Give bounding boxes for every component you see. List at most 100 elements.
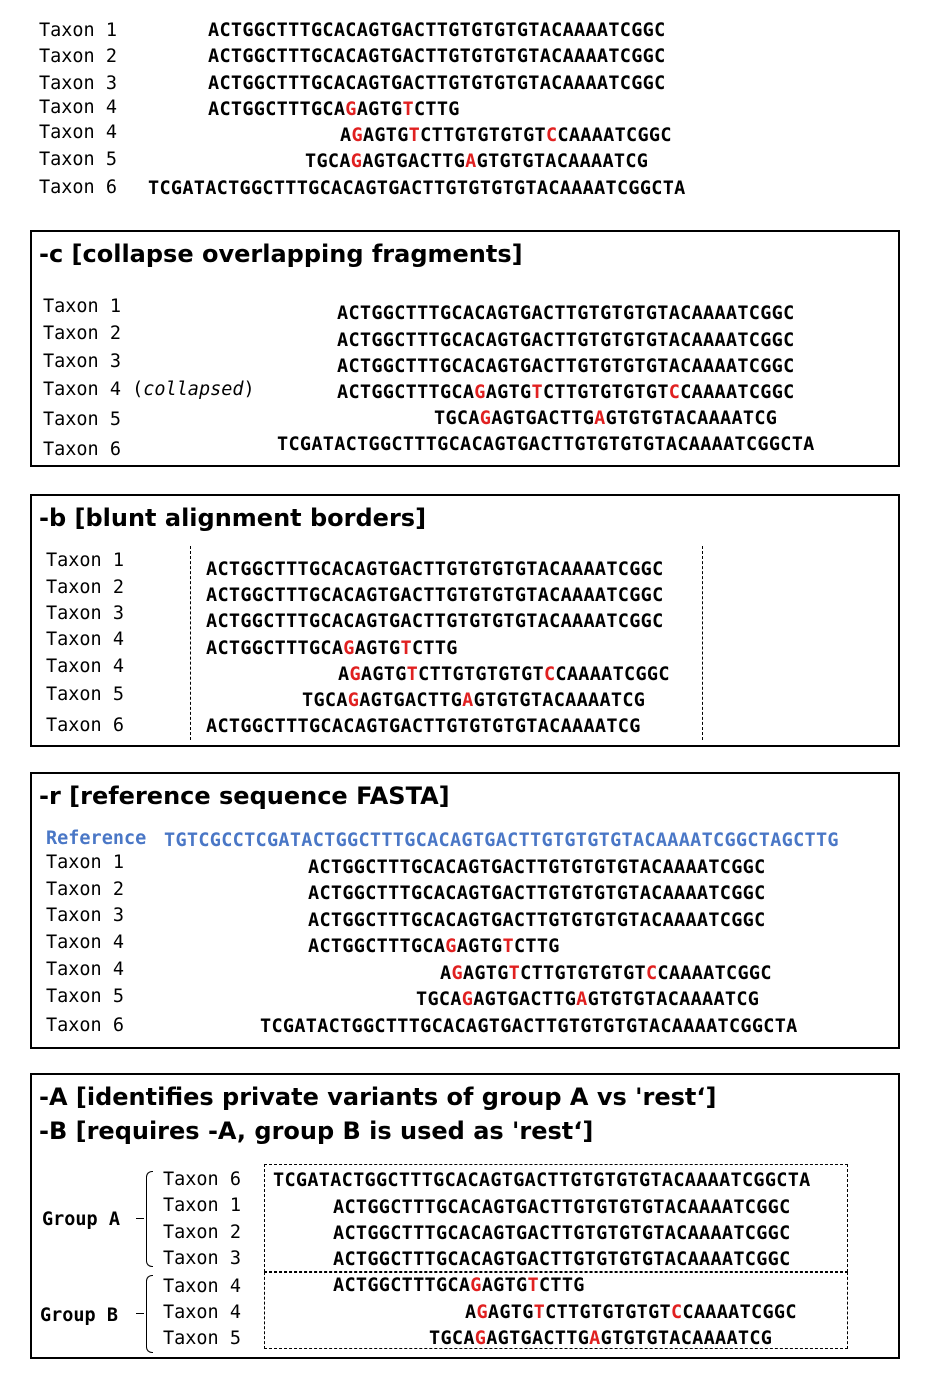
taxon-label: Taxon 4 bbox=[39, 122, 117, 143]
sequence-segment: ACTGGCTTTGCACAGTGACTTGTGTGTGTACAAAATCGGC bbox=[333, 1223, 791, 1244]
sequence-segment: CTTGTGTGTGT bbox=[542, 382, 669, 403]
sequence-segment: AGTG bbox=[485, 382, 532, 403]
sequence-segment: ACTGGCTTTGCA bbox=[337, 382, 475, 403]
panel-groups: -A [identifies private variants of group… bbox=[30, 1073, 900, 1359]
taxon-label: Taxon 2 bbox=[39, 46, 117, 67]
sequence-segment: ACTGGCTTTGCACAGTGACTTGTGTGTGTACAAAATCGGC bbox=[337, 303, 795, 324]
taxon-label: Taxon 5 bbox=[43, 409, 121, 430]
collapsed-note: collapsed bbox=[143, 379, 244, 400]
sequence-segment: AGTG bbox=[456, 936, 503, 957]
sequence-segment: AGTGACTTG bbox=[491, 408, 595, 429]
sequence-segment: ACTGGCTTTGCACAGTGACTTGTGTGTGTACAAAATCGGC bbox=[333, 1249, 791, 1270]
sequence: TCGATACTGGCTTTGCACAGTGACTTGTGTGTGTACAAAA… bbox=[148, 178, 686, 199]
sequence-segment: CTTGTGTGTGT bbox=[418, 664, 544, 685]
variant-base: C bbox=[545, 125, 558, 146]
sequence-segment: TCGATACTGGCTTTGCACAGTGACTTGTGTGTGTACAAAA… bbox=[273, 1170, 811, 1191]
taxon-label: Taxon 6 bbox=[163, 1169, 241, 1190]
sequence-segment: AGTG bbox=[481, 1275, 528, 1296]
sequence-segment: TCGATACTGGCTTTGCACAGTGACTTGTGTGTGTACAAAA… bbox=[277, 434, 815, 455]
taxon-label: Taxon 6 bbox=[46, 715, 124, 736]
sequence-segment: AGTG bbox=[356, 99, 403, 120]
sequence: ACTGGCTTTGCACAGTGACTTGTGTGTGTACAAAATCGGC bbox=[208, 20, 666, 41]
taxon-label: Taxon 5 bbox=[46, 986, 124, 1007]
sequence-segment: TGCA bbox=[434, 408, 480, 429]
taxon-label: Taxon 1 bbox=[39, 20, 117, 41]
sequence-segment: ACTGGCTTTGCACAGTGACTTGTGTGTGTACAAAATCGGC bbox=[337, 356, 795, 377]
sequence: TGCAGAGTGACTTGAGTGTGTACAAAATCG bbox=[434, 408, 777, 429]
sequence-segment: AGTGACTTG bbox=[486, 1328, 590, 1349]
sequence-segment: AGTG bbox=[362, 125, 409, 146]
sequence: ACTGGCTTTGCACAGTGACTTGTGTGTGTACAAAATCGGC bbox=[206, 611, 664, 632]
variant-base: A bbox=[462, 690, 474, 711]
sequence-segment: AGTGACTTG bbox=[473, 989, 577, 1010]
sequence: TGCAGAGTGACTTGAGTGTGTACAAAATCG bbox=[302, 690, 645, 711]
sequence: ACTGGCTTTGCACAGTGACTTGTGTGTGTACAAAATCGGC bbox=[308, 910, 766, 931]
variant-base: A bbox=[465, 151, 477, 172]
sequence: AGAGTGTCTTGTGTGTGTCCAAAATCGGC bbox=[465, 1302, 797, 1323]
taxon-label: Taxon 1 bbox=[46, 550, 124, 571]
sequence: AGAGTGTCTTGTGTGTGTCCAAAATCGGC bbox=[440, 963, 772, 984]
taxon-label: Taxon 1 bbox=[46, 852, 124, 873]
sequence-segment: ACTGGCTTTGCACAGTGACTTGTGTGTGTACAAAATCG bbox=[206, 716, 641, 737]
sequence-segment: CTTGTGTGTGT bbox=[520, 963, 646, 984]
sequence-segment: TGCA bbox=[429, 1328, 475, 1349]
reference-label: Reference bbox=[46, 828, 147, 849]
variant-base: G bbox=[445, 936, 457, 957]
taxon-label: Taxon 4 bbox=[163, 1302, 241, 1323]
taxon-label: Taxon 5 bbox=[163, 1328, 241, 1349]
taxon-label: Taxon 1 bbox=[43, 296, 121, 317]
variant-base: T bbox=[527, 1275, 539, 1296]
sequence: ACTGGCTTTGCACAGTGACTTGTGTGTGTACAAAATCGGC bbox=[208, 73, 666, 94]
sequence-segment: ACTGGCTTTGCA bbox=[208, 99, 346, 120]
sequence: ACTGGCTTTGCACAGTGACTTGTGTGTGTACAAAATCGGC bbox=[333, 1249, 791, 1270]
variant-base: T bbox=[400, 638, 412, 659]
sequence-segment: A bbox=[440, 963, 452, 984]
taxon-label: Taxon 1 bbox=[163, 1195, 241, 1216]
taxon-label: Taxon 2 bbox=[163, 1222, 241, 1243]
variant-base: C bbox=[645, 963, 658, 984]
variant-base: C bbox=[670, 1302, 683, 1323]
sequence-segment: TGCA bbox=[416, 989, 462, 1010]
panel-blunt: -b [blunt alignment borders] Taxon 1 Tax… bbox=[30, 494, 900, 747]
sequence: TCGATACTGGCTTTGCACAGTGACTTGTGTGTGTACAAAA… bbox=[277, 434, 815, 455]
sequence: ACTGGCTTTGCACAGTGACTTGTGTGTGTACAAAATCGGC bbox=[206, 585, 664, 606]
panel-title: -A [identifies private variants of group… bbox=[39, 1083, 717, 1111]
panel-collapse: -c [collapse overlapping fragments] Taxo… bbox=[30, 230, 900, 467]
variant-base: G bbox=[474, 382, 486, 403]
sequence-segment: ACTGGCTTTGCACAGTGACTTGTGTGTGTACAAAATCGGC bbox=[308, 910, 766, 931]
sequence: ACTGGCTTTGCACAGTGACTTGTGTGTGTACAAAATCGGC bbox=[337, 303, 795, 324]
variant-base: G bbox=[479, 408, 492, 429]
taxon-label: Taxon 2 bbox=[46, 879, 124, 900]
variant-base: G bbox=[349, 664, 361, 685]
panel-title: -b [blunt alignment borders] bbox=[39, 504, 427, 532]
sequence: ACTGGCTTTGCAGAGTGTCTTGTGTGTGTCCAAAATCGGC bbox=[337, 382, 795, 403]
sequence-segment: CTTGTGTGTGT bbox=[545, 1302, 671, 1323]
taxon-label: Taxon 4 bbox=[46, 656, 124, 677]
sequence-segment: ACTGGCTTTGCA bbox=[333, 1275, 471, 1296]
sequence: ACTGGCTTTGCAGAGTGTCTTG bbox=[308, 936, 560, 957]
variant-base: G bbox=[343, 638, 355, 659]
left-border-line bbox=[190, 546, 191, 740]
taxon-label: Taxon 4 bbox=[46, 932, 124, 953]
sequence: ACTGGCTTTGCACAGTGACTTGTGTGTGTACAAAATCGGC bbox=[333, 1197, 791, 1218]
sequence: AGAGTGTCTTGTGTGTGTCCAAAATCGGC bbox=[340, 125, 672, 146]
group-a-brace-tip bbox=[136, 1218, 144, 1219]
sequence-segment: CAAAATCGGC bbox=[555, 664, 670, 685]
variant-base: G bbox=[461, 989, 474, 1010]
variant-base: T bbox=[406, 664, 419, 685]
sequence-segment: A bbox=[465, 1302, 477, 1323]
sequence-segment: CAAAATCGGC bbox=[682, 1302, 797, 1323]
taxon-label: Taxon 5 bbox=[39, 149, 117, 170]
taxon-label: Taxon 6 bbox=[43, 439, 121, 460]
panel-title: -r [reference sequence FASTA] bbox=[39, 782, 450, 810]
group-a-box bbox=[264, 1164, 848, 1272]
variant-base: C bbox=[668, 382, 681, 403]
taxon-label: Taxon 3 bbox=[46, 603, 124, 624]
sequence-segment: TGCA bbox=[305, 151, 351, 172]
variant-base: T bbox=[533, 1302, 546, 1323]
sequence-segment: AGTGACTTG bbox=[362, 151, 466, 172]
taxon-label: Taxon 2 bbox=[46, 577, 124, 598]
taxon-label: Taxon 3 bbox=[39, 73, 117, 94]
sequence: TGCAGAGTGACTTGAGTGTGTACAAAATCG bbox=[429, 1328, 772, 1349]
variant-base: G bbox=[476, 1302, 488, 1323]
